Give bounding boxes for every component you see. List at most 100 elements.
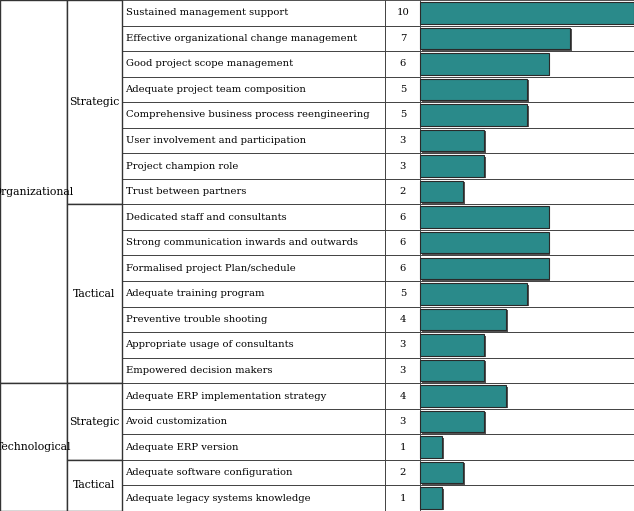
Text: 5: 5 (399, 110, 406, 120)
Bar (385, 179, 420, 204)
Bar (420, 102, 634, 128)
Bar (122, 460, 385, 485)
Text: 3: 3 (399, 417, 406, 426)
Bar (420, 77, 634, 102)
Bar (420, 153, 634, 179)
Bar (420, 0, 634, 26)
Text: 3: 3 (399, 340, 406, 350)
Text: 6: 6 (400, 264, 406, 273)
Bar (422, 182, 465, 204)
Text: 4: 4 (399, 315, 406, 324)
Text: Strategic: Strategic (69, 97, 120, 107)
Bar (122, 128, 385, 153)
Text: Effective organizational change management: Effective organizational change manageme… (126, 34, 357, 43)
Text: 4: 4 (399, 391, 406, 401)
Bar (422, 131, 486, 153)
Text: 5: 5 (399, 85, 406, 94)
Bar (67, 460, 122, 511)
Bar (422, 29, 572, 51)
Bar (67, 383, 122, 460)
Bar (420, 206, 548, 228)
Bar (385, 230, 420, 256)
Bar (420, 204, 634, 230)
Text: Formalised project Plan/schedule: Formalised project Plan/schedule (126, 264, 295, 273)
Text: Tactical: Tactical (74, 289, 115, 299)
Bar (422, 336, 486, 357)
Bar (67, 204, 122, 383)
Bar (420, 283, 527, 305)
Bar (122, 102, 385, 128)
Text: 2: 2 (399, 187, 406, 196)
Text: Dedicated staff and consultants: Dedicated staff and consultants (126, 213, 286, 222)
Bar (420, 309, 506, 330)
Text: 6: 6 (400, 59, 406, 68)
Bar (422, 310, 508, 332)
Text: Avoid customization: Avoid customization (126, 417, 228, 426)
Text: Empowered decision makers: Empowered decision makers (126, 366, 272, 375)
Bar (420, 232, 548, 253)
Bar (422, 489, 444, 510)
Bar (420, 2, 634, 24)
Text: 3: 3 (399, 136, 406, 145)
Text: Tactical: Tactical (74, 480, 115, 491)
Bar (420, 360, 484, 381)
Bar (385, 307, 420, 332)
Bar (420, 230, 634, 256)
Bar (122, 77, 385, 102)
Bar (122, 179, 385, 204)
Text: 3: 3 (399, 161, 406, 171)
Text: Organizational: Organizational (0, 187, 74, 197)
Bar (422, 285, 529, 306)
Bar (122, 230, 385, 256)
Bar (385, 332, 420, 358)
Text: Strong communication inwards and outwards: Strong communication inwards and outward… (126, 238, 358, 247)
Text: 3: 3 (399, 366, 406, 375)
Bar (122, 26, 385, 51)
Bar (422, 55, 550, 76)
Bar (422, 80, 529, 102)
Text: Appropriate usage of consultants: Appropriate usage of consultants (126, 340, 294, 350)
Bar (420, 130, 484, 151)
Bar (122, 0, 385, 26)
Bar (420, 436, 442, 458)
Text: 5: 5 (399, 289, 406, 298)
Bar (67, 0, 122, 204)
Bar (420, 281, 634, 307)
Text: 6: 6 (400, 213, 406, 222)
Bar (420, 358, 634, 383)
Text: Preventive trouble shooting: Preventive trouble shooting (126, 315, 267, 324)
Bar (420, 51, 634, 77)
Bar (420, 28, 570, 49)
Bar (0, 0, 67, 383)
Bar (385, 358, 420, 383)
Bar (122, 383, 385, 409)
Bar (122, 358, 385, 383)
Bar (420, 460, 634, 485)
Bar (420, 26, 634, 51)
Bar (422, 361, 486, 383)
Bar (385, 0, 420, 26)
Bar (122, 307, 385, 332)
Bar (420, 179, 634, 204)
Bar (0, 383, 67, 511)
Text: Project champion role: Project champion role (126, 161, 238, 171)
Bar (420, 104, 527, 126)
Bar (420, 383, 634, 409)
Bar (422, 463, 465, 485)
Text: 6: 6 (400, 238, 406, 247)
Bar (420, 79, 527, 100)
Bar (422, 106, 529, 127)
Bar (422, 412, 486, 434)
Bar (385, 204, 420, 230)
Bar (385, 102, 420, 128)
Bar (122, 409, 385, 434)
Bar (420, 385, 506, 407)
Bar (420, 334, 484, 356)
Text: Sustained management support: Sustained management support (126, 8, 288, 17)
Bar (420, 462, 463, 483)
Bar (420, 128, 634, 153)
Bar (122, 485, 385, 511)
Bar (385, 281, 420, 307)
Bar (420, 409, 634, 434)
Bar (385, 77, 420, 102)
